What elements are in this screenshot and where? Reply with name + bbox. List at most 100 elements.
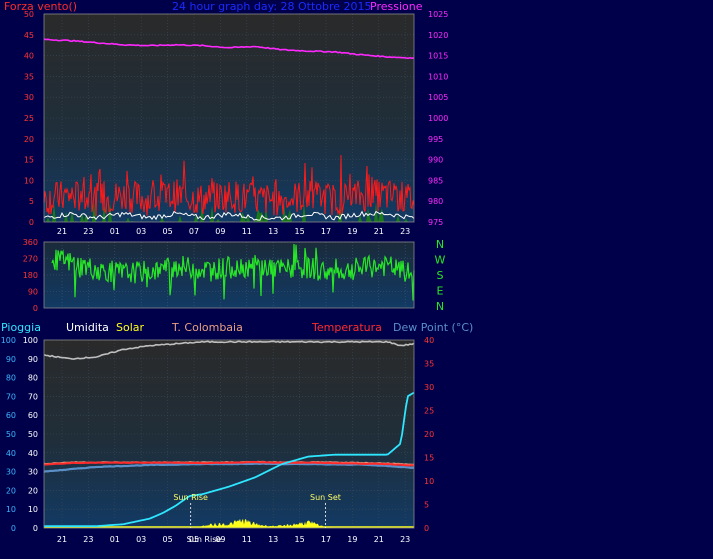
humidity-tick-label: 80: [28, 374, 38, 383]
x-tick-label: 03: [136, 227, 146, 236]
x-tick-label: 23: [400, 227, 410, 236]
humidity-tick-label: 30: [28, 468, 38, 477]
direction-tick-label: 180: [23, 271, 38, 280]
wind-series: [43, 38, 415, 222]
sun-annotation: Sun Rise: [173, 493, 208, 502]
wind-tick-label: 45: [24, 31, 34, 40]
humidity-tick-label: 10: [28, 505, 38, 514]
wind-pressure-axes: 0510152025303540455097598098599099510001…: [24, 10, 449, 236]
rain-tick-label: 80: [6, 374, 16, 383]
direction-tick-label: 270: [23, 255, 38, 264]
x-tick-label: 03: [136, 535, 146, 544]
wind-tick-label: 50: [24, 10, 34, 19]
wind-axis-label: Forza vento(): [4, 0, 77, 13]
humidity-tick-label: 90: [28, 355, 38, 364]
sun-rise-tick-label: Sun Rise: [187, 535, 222, 544]
temperature-tick-label: 0: [424, 524, 429, 533]
x-tick-label: 21: [57, 535, 67, 544]
wind-tick-label: 5: [29, 197, 34, 206]
compass-label: N: [436, 238, 444, 251]
pressure-tick-label: 980: [428, 197, 443, 206]
legend-temperature: Temperatura: [311, 321, 382, 334]
wind-pressure-frame: [43, 13, 415, 223]
rain-tick-label: 30: [6, 468, 16, 477]
pressure-tick-label: 985: [428, 176, 443, 185]
temperature-tick-label: 40: [424, 336, 434, 345]
compass-label: N: [436, 300, 444, 313]
rain-temp-series: [43, 340, 415, 528]
direction-line: [51, 243, 415, 301]
x-tick-label: 15: [295, 535, 305, 544]
rain-tick-label: 70: [6, 392, 16, 401]
x-tick-label: 11: [242, 535, 252, 544]
temperature-tick-label: 5: [424, 501, 429, 510]
wind-tick-label: 30: [24, 93, 34, 102]
compass-label: W: [435, 254, 446, 267]
pressure-tick-label: 995: [428, 135, 443, 144]
pressure-tick-label: 1005: [428, 93, 448, 102]
x-tick-label: 17: [321, 535, 331, 544]
wind-tick-label: 0: [29, 218, 34, 227]
wind-tick-label: 15: [24, 156, 34, 165]
x-tick-label: 13: [268, 535, 278, 544]
rain-tick-label: 0: [11, 524, 16, 533]
temperature-tick-label: 20: [424, 430, 434, 439]
wind-average-line: [43, 210, 415, 221]
x-tick-label: 13: [268, 227, 278, 236]
x-tick-label: 21: [374, 227, 384, 236]
wind-tick-label: 35: [24, 72, 34, 81]
pressure-tick-label: 990: [428, 156, 443, 165]
x-tick-label: 23: [400, 535, 410, 544]
rain-tick-label: 20: [6, 486, 16, 495]
rain-tick-label: 50: [6, 430, 16, 439]
x-tick-label: 09: [215, 227, 225, 236]
x-tick-label: 17: [321, 227, 331, 236]
temperature-tick-label: 15: [424, 454, 434, 463]
x-tick-label: 23: [83, 227, 93, 236]
temperature-tick-label: 25: [424, 407, 434, 416]
x-tick-label: 05: [163, 535, 173, 544]
x-tick-label: 11: [242, 227, 252, 236]
temperature-tick-label: 30: [424, 383, 434, 392]
x-tick-label: 23: [83, 535, 93, 544]
dew-point-line: [43, 462, 415, 473]
wind-tick-label: 25: [24, 114, 34, 123]
direction-plot-area: [44, 242, 414, 308]
legend-humidity: Umidita: [66, 321, 109, 334]
rain-tick-label: 90: [6, 355, 16, 364]
x-tick-label: 01: [110, 535, 120, 544]
x-tick-label: 05: [163, 227, 173, 236]
x-tick-label: 15: [295, 227, 305, 236]
pressure-tick-label: 1000: [428, 114, 448, 123]
legend-solar: Solar: [116, 321, 145, 334]
solar-area: [189, 518, 335, 528]
humidity-tick-label: 0: [33, 524, 38, 533]
x-tick-label: 01: [110, 227, 120, 236]
wind-tick-label: 40: [24, 52, 34, 61]
wind-tick-label: 10: [24, 176, 34, 185]
direction-frame: [43, 241, 415, 309]
rain-temp-plot-area: [44, 340, 414, 528]
x-tick-label: 09: [215, 535, 225, 544]
direction-series: [51, 243, 415, 301]
compass-label: S: [437, 269, 444, 282]
x-tick-label: 21: [374, 535, 384, 544]
rain-line: [44, 391, 415, 528]
rain-tick-label: 40: [6, 449, 16, 458]
pressure-tick-label: 975: [428, 218, 443, 227]
humidity-line: [43, 340, 415, 360]
sun-annotation: Sun Set: [310, 493, 341, 502]
legend-rain: Pioggia: [1, 321, 41, 334]
x-tick-label: 21: [57, 227, 67, 236]
pressure-axis-label: Pressione: [370, 0, 423, 13]
compass-label: E: [437, 285, 444, 298]
wind-line: [43, 155, 415, 216]
x-tick-label: 19: [347, 535, 357, 544]
humidity-tick-label: 50: [28, 430, 38, 439]
humidity-tick-label: 20: [28, 486, 38, 495]
humidity-tick-label: 100: [23, 336, 38, 345]
